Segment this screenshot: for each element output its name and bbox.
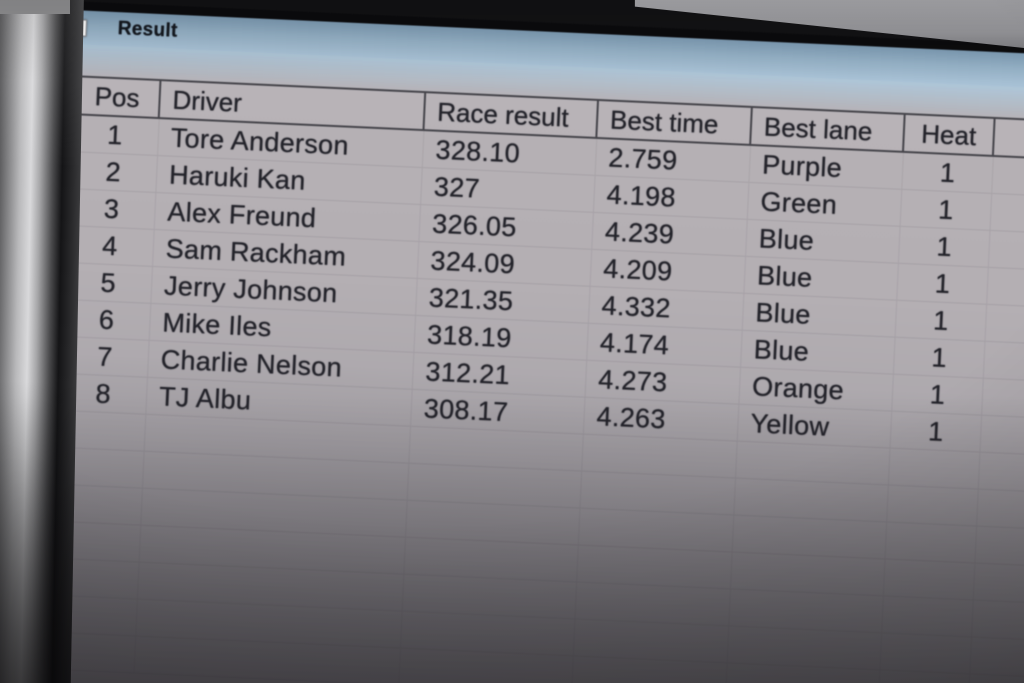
monitor-bezel-top-left	[0, 0, 70, 14]
cell-pos: 1	[71, 115, 160, 157]
cell-extra	[980, 415, 1024, 457]
column-header-extra	[993, 117, 1024, 161]
cell-extra	[983, 341, 1024, 383]
cell-heat: 1	[892, 374, 984, 416]
cell-pos: 3	[67, 189, 157, 230]
monitor-bezel-left	[0, 0, 84, 683]
column-header-best-lane[interactable]: Best lane	[751, 105, 906, 153]
cell-heat: 1	[902, 152, 994, 194]
cell-heat: 1	[895, 300, 988, 342]
results-table: Pos Driver Race result Best time Best la…	[47, 75, 1024, 683]
cell-heat: 1	[898, 226, 991, 268]
cell-extra	[990, 193, 1024, 235]
cell-extra	[987, 267, 1024, 309]
cell-extra	[992, 156, 1024, 198]
column-header-pos[interactable]: Pos	[72, 75, 162, 120]
cell-heat: 1	[900, 189, 993, 231]
cell-heat: 1	[893, 337, 986, 379]
cell-extra	[985, 304, 1024, 346]
column-header-heat[interactable]: Heat	[903, 112, 996, 157]
window-title: Result	[117, 18, 179, 42]
cell-extra	[988, 230, 1024, 272]
cell-heat: 1	[890, 411, 983, 453]
cell-pos: 2	[69, 152, 159, 194]
column-header-best-time[interactable]: Best time	[597, 99, 753, 146]
cell-heat: 1	[897, 263, 989, 305]
screen-content: Result Pos Driver Race result Best time …	[18, 0, 1024, 683]
cell-extra	[982, 378, 1024, 420]
